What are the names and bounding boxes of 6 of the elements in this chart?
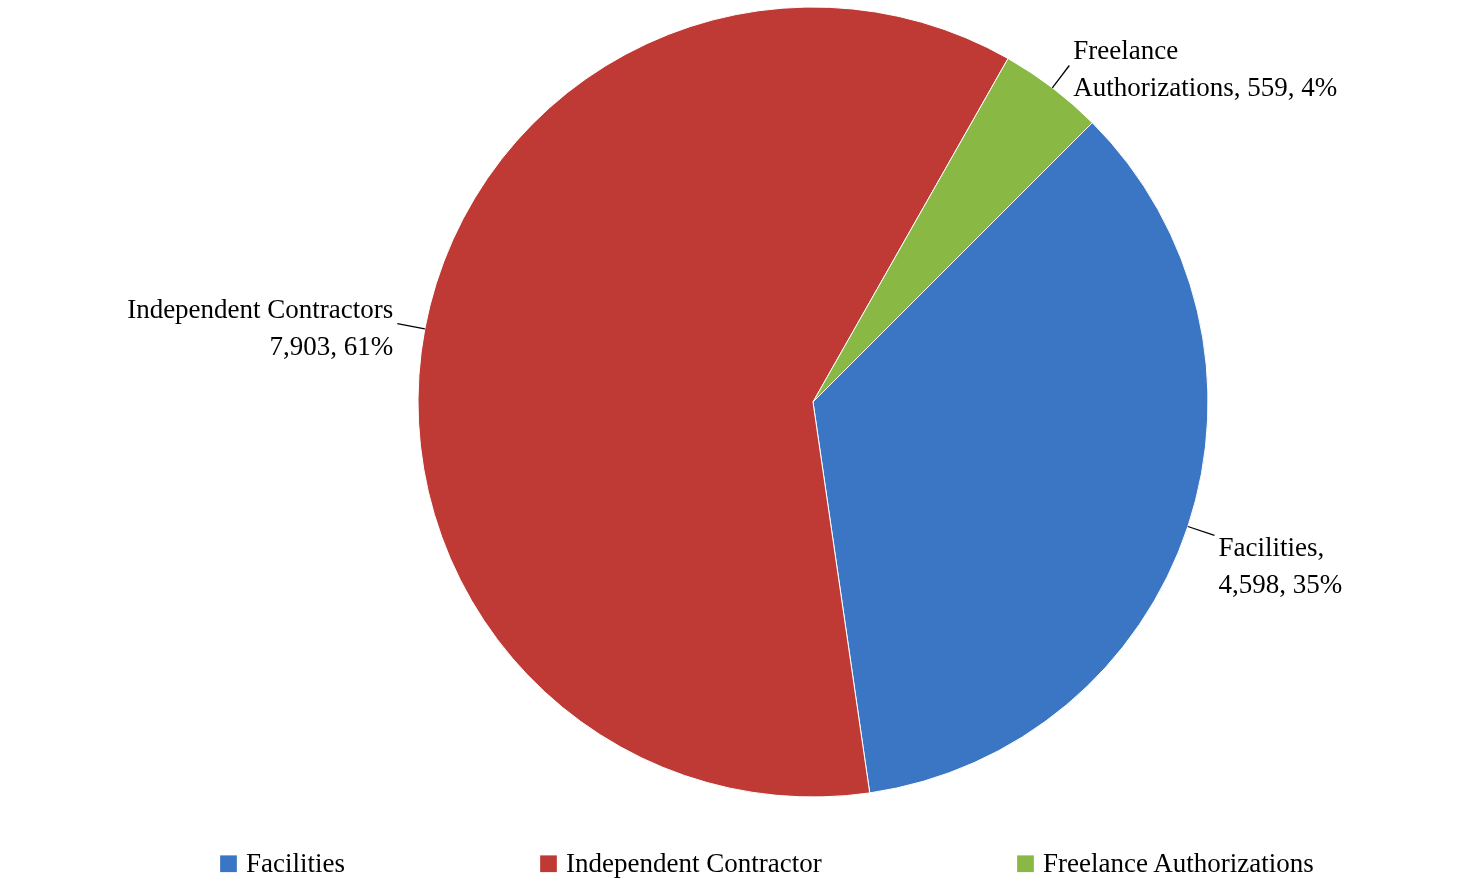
data-label: Freelance Authorizations, 559, 4% (1073, 35, 1338, 103)
data-label: Facilities, 4,598, 35% (1218, 532, 1343, 600)
data-label: Independent Contractors 7,903, 61% (127, 293, 394, 361)
legend-label: Freelance Authorizations (1043, 847, 1314, 878)
legend-label: Independent Contractor (566, 847, 822, 878)
legend-label: Facilities (246, 847, 345, 878)
